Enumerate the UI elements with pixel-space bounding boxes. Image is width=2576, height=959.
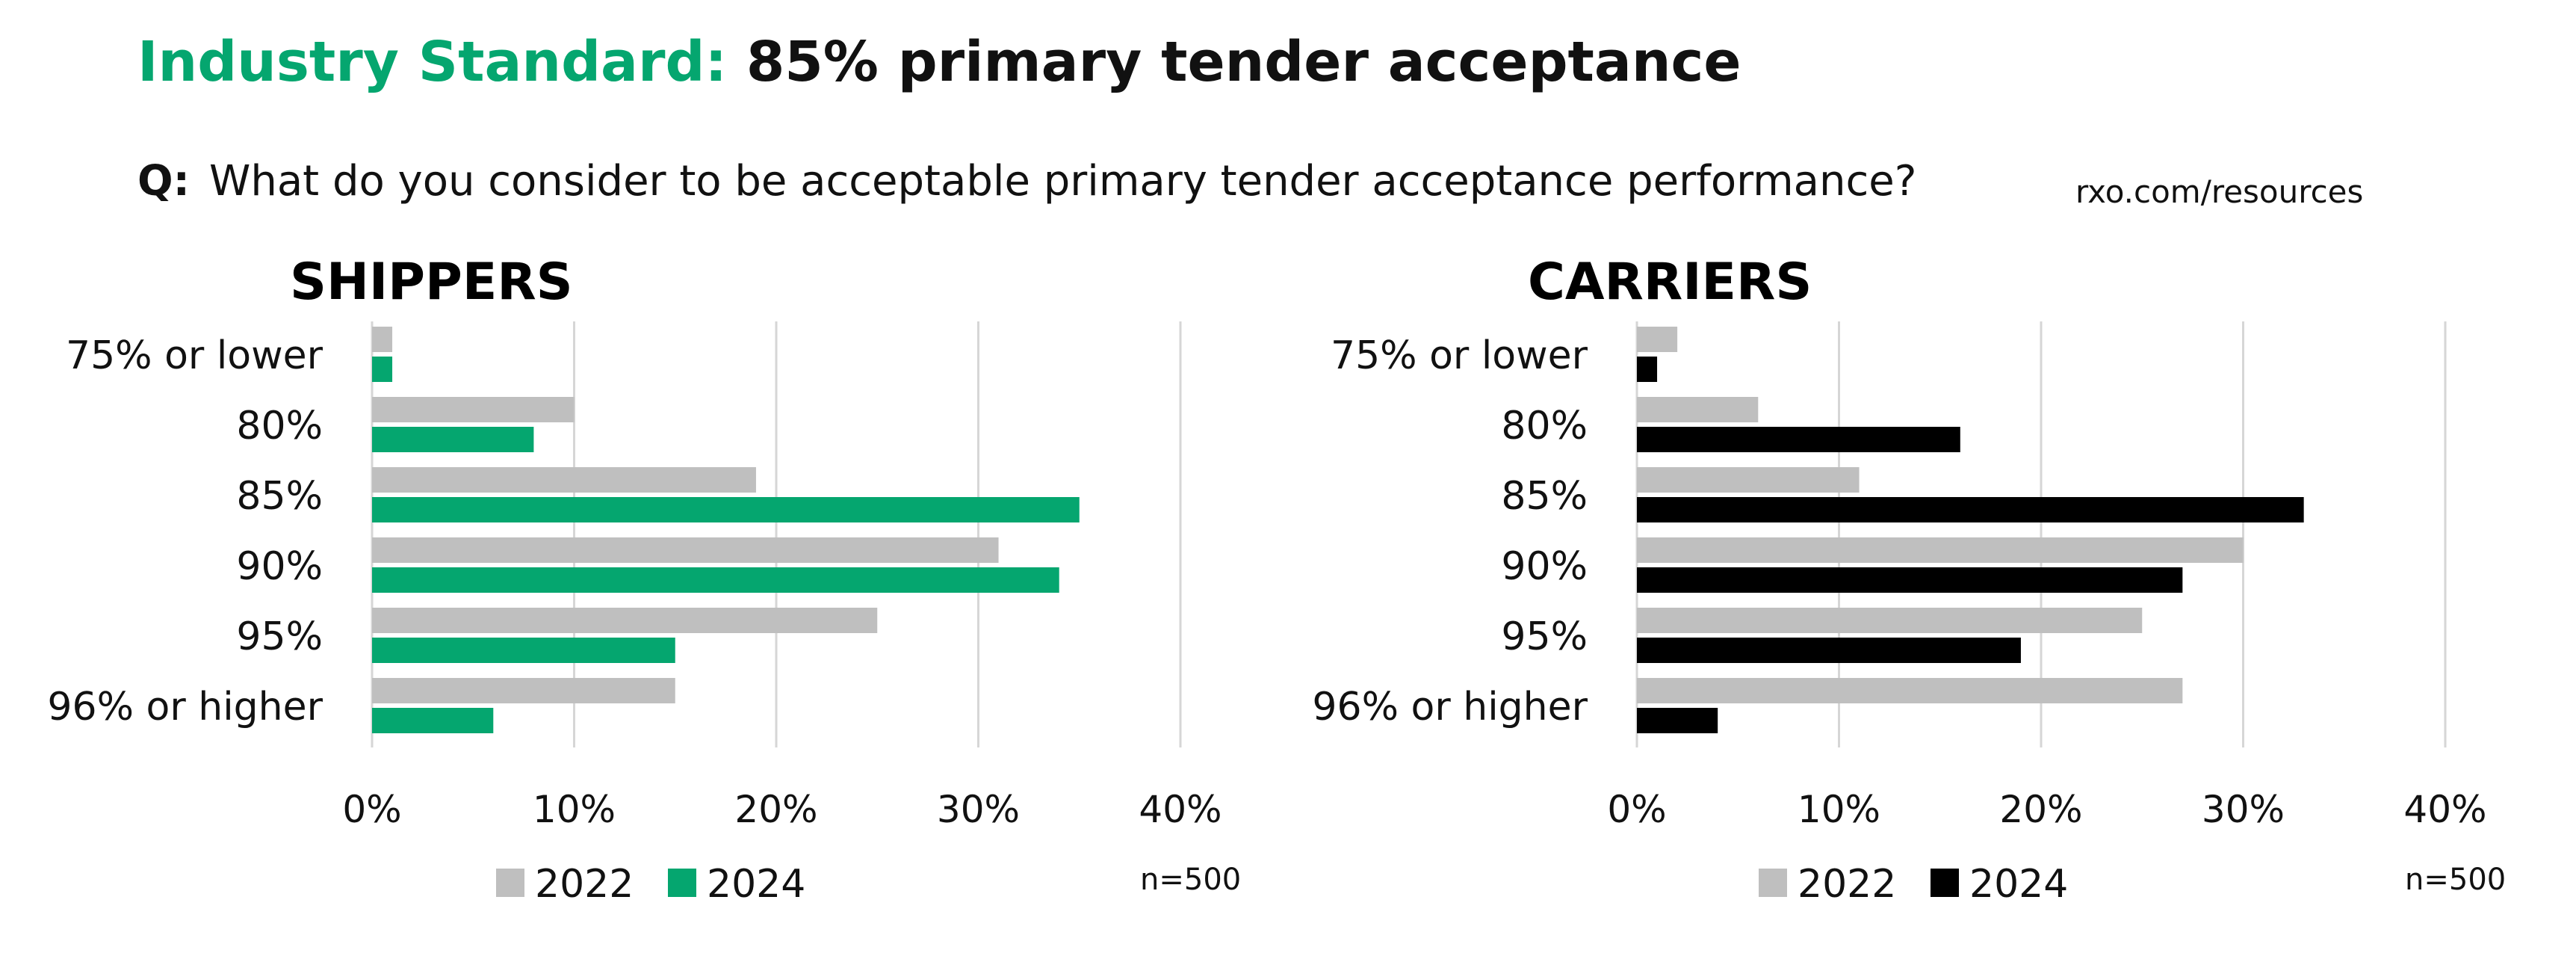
shippers-chart: SHIPPERS 0% 10% 20% 30% 40% 75% or lower 80% 85%…	[47, 253, 1241, 907]
bar-2024-90-	[372, 567, 1059, 593]
bar-2022-95-	[1637, 608, 2143, 633]
question-text: What do you consider to be acceptable pr…	[209, 157, 1917, 206]
page-title: Industry Standard: 85% primary tender ac…	[137, 30, 1741, 94]
bar-2022-90-	[372, 537, 999, 563]
legend-swatch-2024	[1931, 869, 1959, 897]
legend-label: 2022	[535, 862, 634, 907]
legend-label: 2022	[1798, 862, 1896, 907]
bar-2024-80-	[1637, 427, 1960, 452]
x-tick-label: 30%	[2202, 788, 2285, 831]
category-label: 85%	[236, 474, 323, 519]
bar-2022-96-or-higher	[372, 678, 675, 703]
category-label: 90%	[236, 544, 323, 589]
title-accent: Industry Standard:	[137, 30, 728, 94]
category-label: 80%	[1501, 404, 1588, 448]
carriers-chart: CARRIERS 0% 10% 20% 30% 40% 75% or lower 80% 85%…	[1312, 253, 2506, 907]
x-tick-label: 0%	[342, 788, 401, 831]
bar-2022-75-or-lower	[1637, 327, 1678, 352]
source-link[interactable]: rxo.com/resources	[2075, 173, 2364, 210]
bar-2024-90-	[1637, 567, 2183, 593]
bar-2024-75-or-lower	[372, 357, 393, 382]
question-prefix: Q:	[137, 157, 190, 206]
category-label: 95%	[236, 614, 323, 659]
bar-2022-85-	[1637, 467, 1860, 493]
legend-swatch-2022	[496, 869, 524, 897]
bar-2024-80-	[372, 427, 534, 452]
category-label: 85%	[1501, 474, 1588, 519]
category-label: 96% or higher	[47, 685, 323, 730]
bar-2022-90-	[1637, 537, 2244, 563]
x-tick-label: 0%	[1607, 788, 1666, 831]
panel-title: SHIPPERS	[290, 253, 573, 312]
bar-2024-95-	[1637, 638, 2021, 663]
bar-2022-80-	[372, 397, 575, 422]
legend-label: 2024	[1969, 862, 2068, 907]
legend-swatch-2024	[668, 869, 696, 897]
category-label: 80%	[236, 404, 323, 448]
sample-size-note: n=500	[2405, 863, 2506, 897]
bar-2024-75-or-lower	[1637, 357, 1658, 382]
survey-question: Q: What do you consider to be acceptable …	[137, 157, 1916, 206]
x-tick-label: 10%	[1798, 788, 1880, 831]
x-tick-label: 30%	[937, 788, 1020, 831]
sample-size-note: n=500	[1140, 863, 1241, 897]
bar-2022-80-	[1637, 397, 1759, 422]
category-label: 90%	[1501, 544, 1588, 589]
x-tick-label: 40%	[1139, 788, 1222, 831]
bar-2022-96-or-higher	[1637, 678, 2183, 703]
bar-2022-95-	[372, 608, 878, 633]
legend-swatch-2022	[1759, 869, 1787, 897]
legend-label: 2024	[707, 862, 805, 907]
title-rest: 85% primary tender acceptance	[746, 30, 1741, 94]
bar-2024-95-	[372, 638, 675, 663]
category-label: 96% or higher	[1312, 685, 1588, 730]
category-label: 75% or lower	[66, 333, 323, 378]
bar-2024-96-or-higher	[1637, 708, 1718, 733]
bar-2024-85-	[1637, 497, 2304, 522]
x-tick-label: 10%	[533, 788, 616, 831]
bar-2022-75-or-lower	[372, 327, 393, 352]
x-tick-label: 20%	[1999, 788, 2082, 831]
bar-2024-96-or-higher	[372, 708, 494, 733]
category-label: 95%	[1501, 614, 1588, 659]
category-label: 75% or lower	[1331, 333, 1588, 378]
bar-2024-85-	[372, 497, 1080, 522]
x-tick-label: 40%	[2403, 788, 2486, 831]
bar-2022-85-	[372, 467, 756, 493]
x-tick-label: 20%	[734, 788, 817, 831]
panel-title: CARRIERS	[1528, 253, 1812, 312]
